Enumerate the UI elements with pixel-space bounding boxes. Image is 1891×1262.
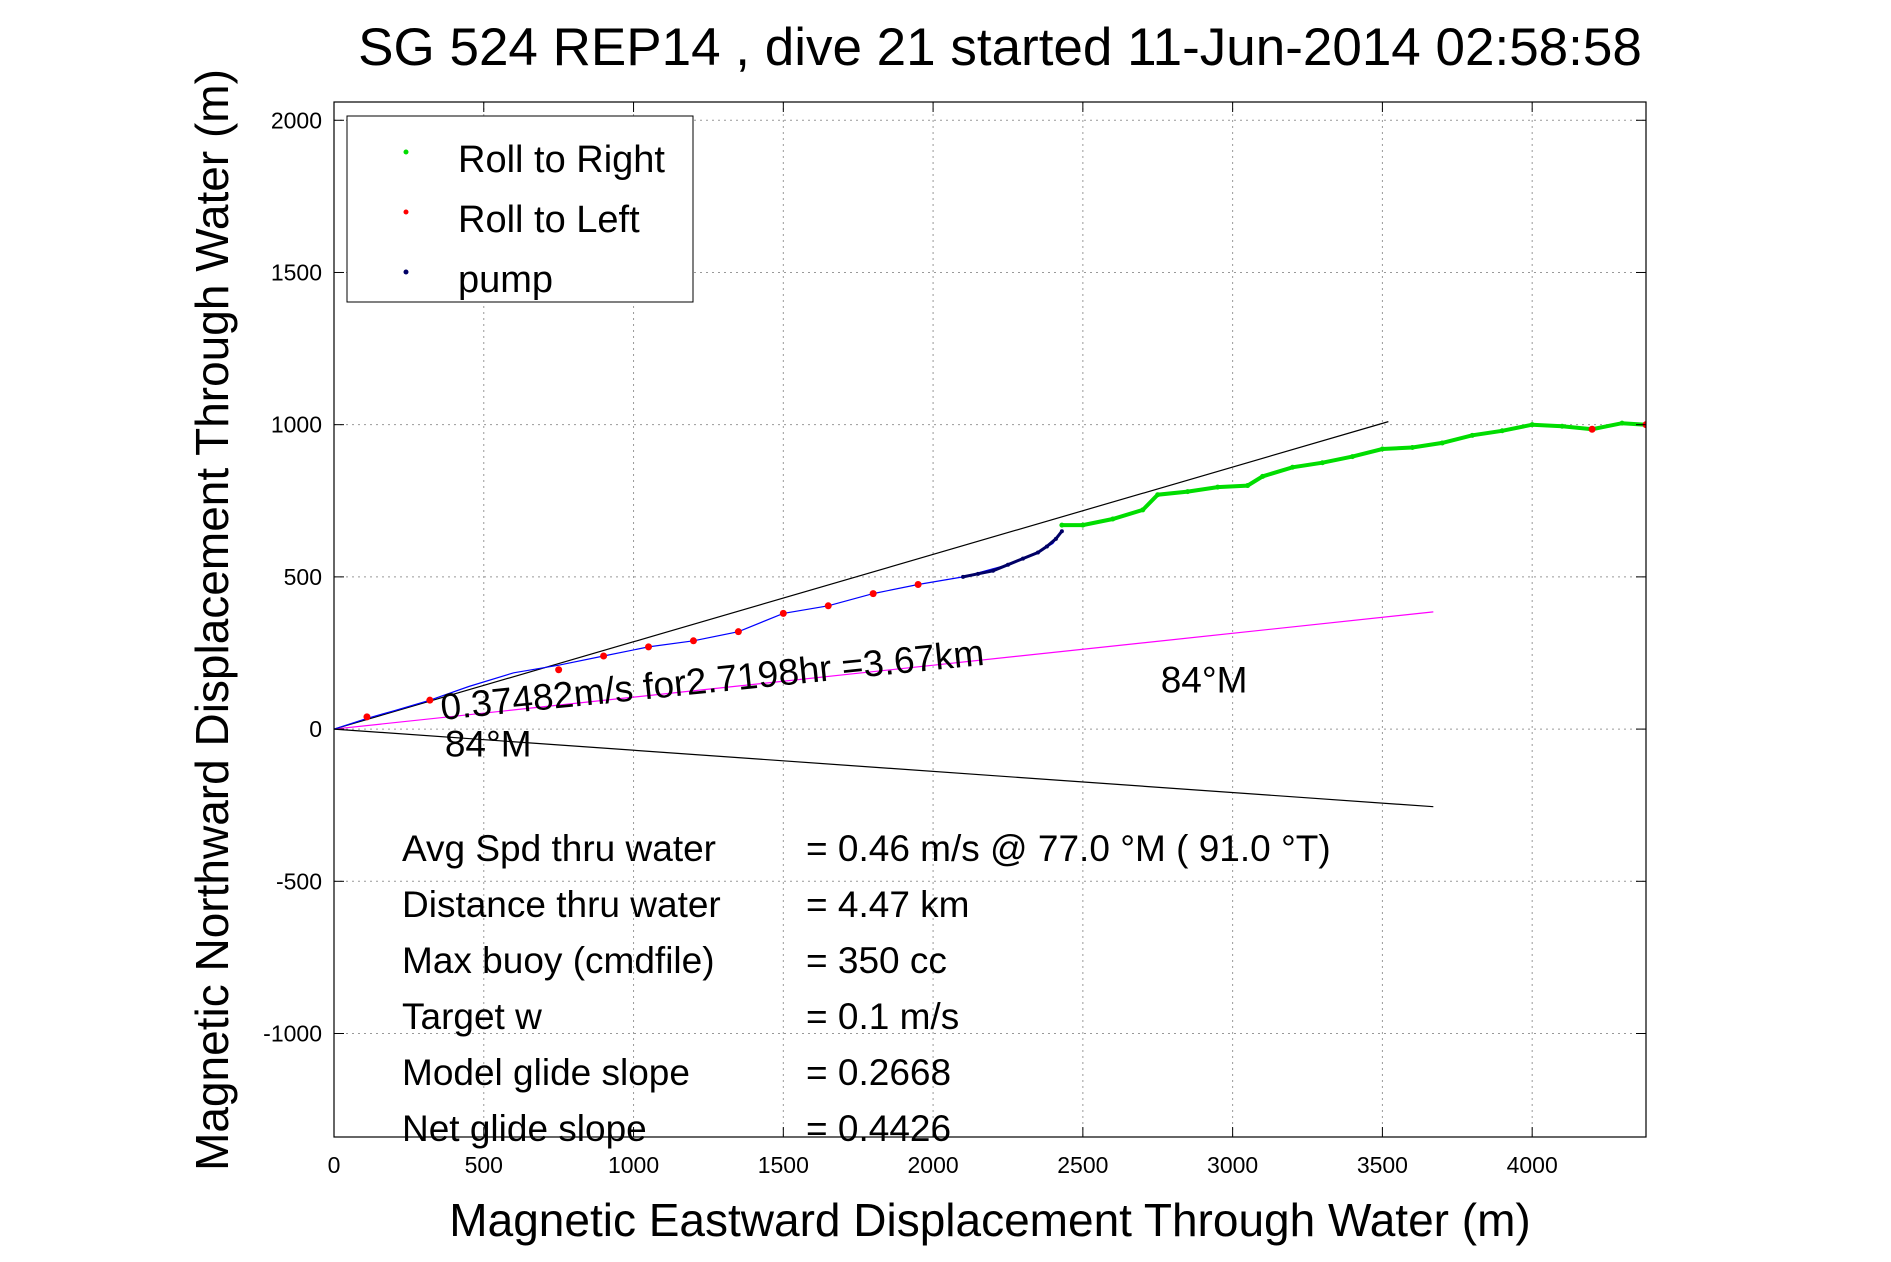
reference-line — [334, 611, 1434, 730]
stat-label: Distance thru water — [402, 884, 721, 925]
legend-marker — [403, 149, 409, 155]
stat-value: = 4.47 km — [806, 884, 970, 925]
pump-point — [1044, 544, 1049, 549]
y-tick-label: -500 — [276, 868, 322, 894]
stat-value: = 0.4426 — [806, 1108, 951, 1149]
reference-line — [334, 728, 1434, 808]
roll-right-point — [1439, 440, 1445, 446]
pump-point — [1035, 550, 1040, 555]
legend-marker — [403, 209, 409, 215]
y-tick-label: 0 — [309, 716, 322, 742]
roll-right-line — [1061, 421, 1646, 528]
stat-value: = 0.46 m/s @ 77.0 °M ( 91.0 °T) — [806, 828, 1331, 869]
roll-right-point — [1409, 445, 1415, 451]
pump-point — [990, 568, 995, 573]
roll-right-point — [1155, 492, 1161, 498]
roll-left-point — [426, 696, 434, 704]
stat-value: = 0.1 m/s — [806, 996, 959, 1037]
stat-label: Target w — [402, 996, 542, 1037]
roll-left-point — [1588, 425, 1596, 433]
roll-right-point — [1260, 473, 1266, 479]
chart-title: SG 524 REP14 , dive 21 started 11-Jun-20… — [358, 18, 1642, 77]
reference-line — [334, 421, 1389, 730]
stat-label: Avg Spd thru water — [402, 828, 716, 869]
annotation-text: 84°M — [1161, 660, 1248, 701]
y-axis-label: Magnetic Northward Displacement Through … — [186, 69, 238, 1171]
pump-point — [1059, 529, 1064, 534]
roll-left-point — [779, 609, 787, 617]
roll-left-point — [555, 666, 563, 674]
legend-label: Roll to Left — [458, 199, 640, 241]
x-tick-label: 3500 — [1357, 1152, 1408, 1178]
roll-right-point — [1140, 507, 1146, 513]
y-tick-label: 500 — [284, 564, 322, 590]
roll-right-point — [1529, 422, 1535, 428]
roll-left-point — [363, 713, 371, 721]
x-tick-label: 500 — [465, 1152, 503, 1178]
roll-right-point — [1080, 522, 1086, 528]
y-tick-label: 2000 — [271, 107, 322, 133]
y-tick-label: -1000 — [263, 1021, 322, 1047]
pump-point — [1005, 562, 1010, 567]
x-tick-label: 2500 — [1057, 1152, 1108, 1178]
roll-left-point — [689, 637, 697, 645]
stat-value: = 0.2668 — [806, 1052, 951, 1093]
roll-right-point — [1059, 522, 1065, 528]
roll-right-point — [1215, 484, 1221, 490]
roll-right-point — [1290, 464, 1296, 470]
roll-left-point — [600, 652, 608, 660]
roll-left-point — [734, 628, 742, 636]
plot-frame — [333, 101, 1647, 1138]
legend-label: pump — [458, 259, 553, 301]
stat-label: Max buoy (cmdfile) — [402, 940, 715, 981]
legend-label: Roll to Right — [458, 139, 665, 181]
roll-right-point — [1185, 489, 1191, 495]
x-tick-label: 4000 — [1507, 1152, 1558, 1178]
roll-right-point — [1559, 423, 1565, 429]
roll-left-point — [869, 590, 877, 598]
roll-left-point — [914, 580, 922, 588]
pump-point — [961, 574, 966, 579]
x-tick-label: 2000 — [908, 1152, 959, 1178]
pump-point — [976, 571, 981, 576]
axis-ticks: 0 500 1000 1500 2000 2500 3000 3500 4000 -1000 -50… — [263, 102, 1646, 1178]
annotation-text: 84°M — [445, 723, 532, 764]
legend-marker — [403, 269, 409, 275]
grid — [334, 102, 1646, 1137]
x-axis-label: Magnetic Eastward Displacement Through W… — [449, 1194, 1530, 1246]
roll-right-point — [1619, 420, 1625, 426]
roll-left-point — [824, 602, 832, 610]
x-tick-label: 0 — [328, 1152, 341, 1178]
data-series — [334, 420, 1646, 730]
roll-right-point — [1319, 460, 1325, 466]
pump-point — [1020, 556, 1025, 561]
reference-lines — [334, 421, 1434, 808]
stat-value: = 350 cc — [806, 940, 947, 981]
y-tick-label: 1500 — [271, 259, 322, 285]
legend: Roll to Right Roll to Left pump — [346, 115, 694, 303]
roll-right-point — [1349, 454, 1355, 460]
x-tick-label: 1000 — [608, 1152, 659, 1178]
stats-panel: Avg Spd thru water = 0.46 m/s @ 77.0 °M (… — [402, 828, 1331, 1149]
x-tick-label: 1500 — [758, 1152, 809, 1178]
stat-label: Net glide slope — [402, 1108, 647, 1149]
legend-box — [346, 115, 694, 303]
roll-right-point — [1469, 432, 1475, 438]
roll-right-point — [1245, 483, 1251, 489]
roll-right-point — [1110, 516, 1116, 522]
x-tick-label: 3000 — [1207, 1152, 1258, 1178]
roll-right-point — [1499, 428, 1505, 434]
roll-right-point — [1379, 446, 1385, 452]
stat-label: Model glide slope — [402, 1052, 690, 1093]
y-tick-label: 1000 — [271, 412, 322, 438]
roll-left-point — [645, 643, 653, 651]
pump-point — [1053, 536, 1058, 541]
